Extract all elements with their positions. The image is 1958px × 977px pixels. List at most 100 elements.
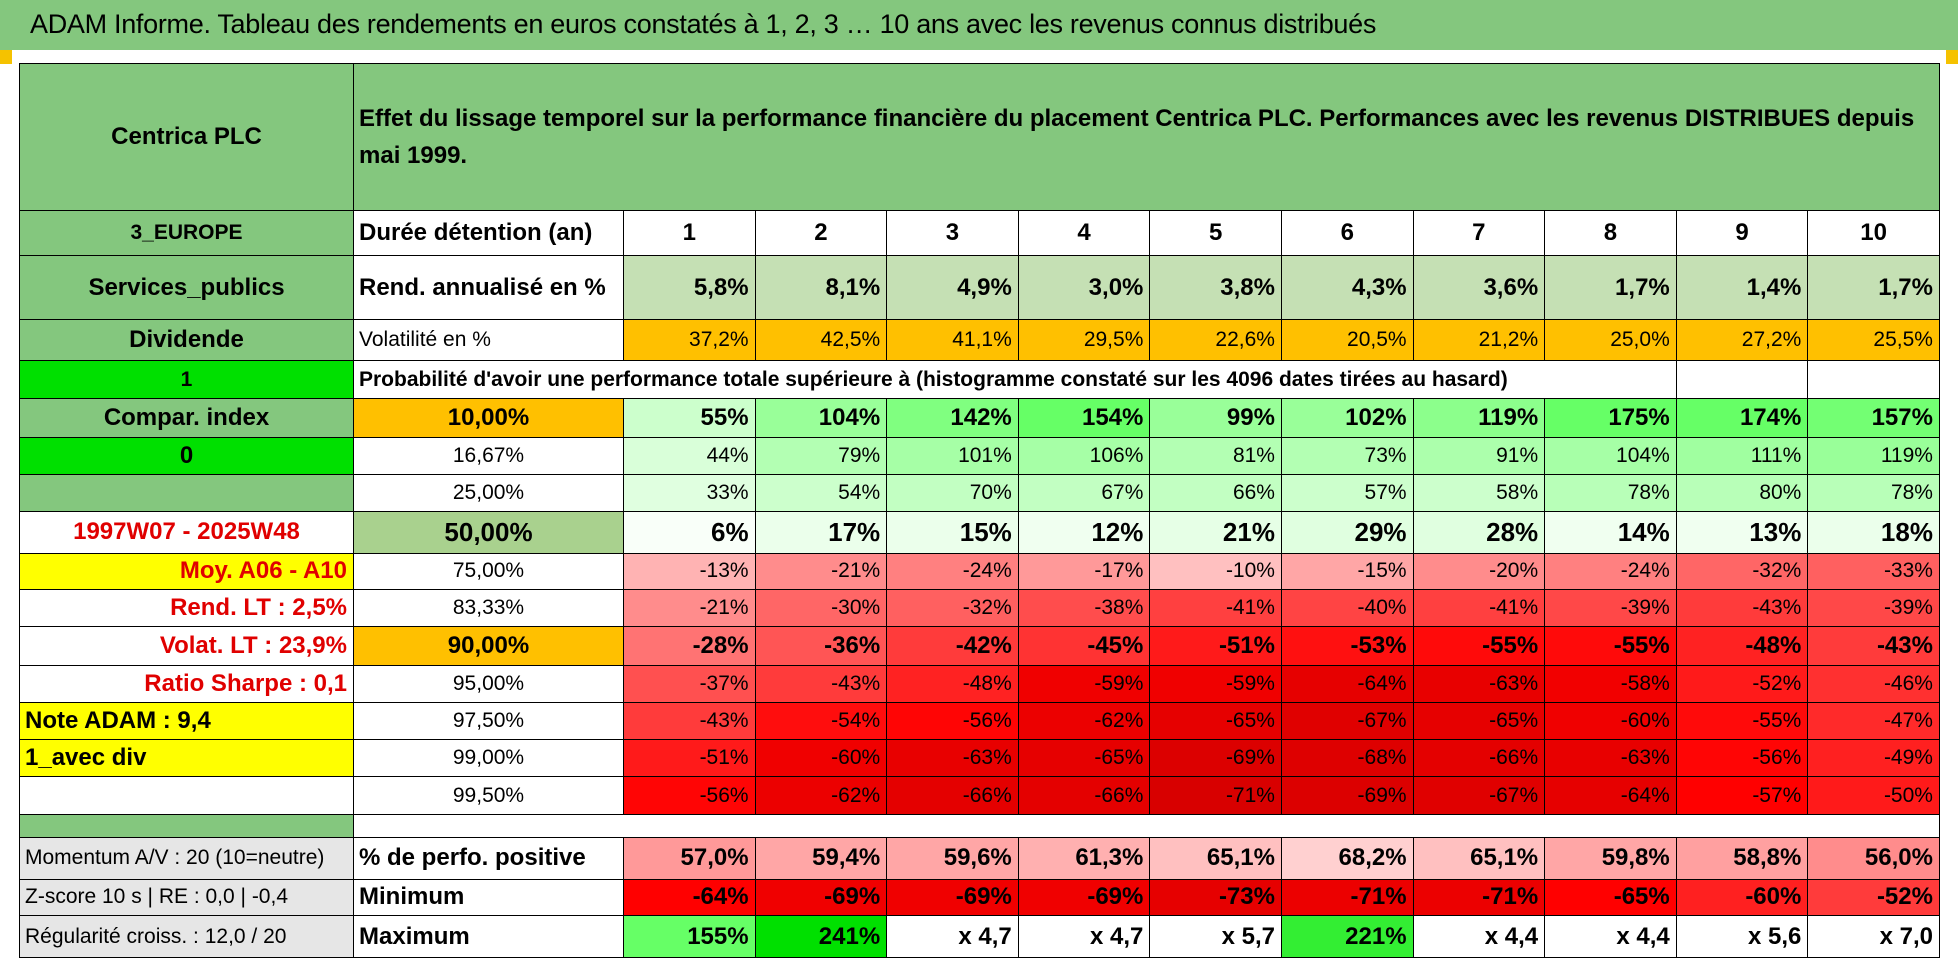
threshold-value: 97,50%	[353, 702, 624, 741]
year-header: 7	[1412, 210, 1546, 257]
quantile-value: 55%	[623, 398, 756, 439]
threshold-value: 50,00%	[353, 511, 624, 554]
threshold-value: 99,50%	[353, 776, 624, 816]
quantile-value: -45%	[1017, 626, 1151, 667]
threshold-value: 10,00%	[353, 398, 624, 439]
quantile-value: -64%	[1544, 776, 1677, 816]
maximum-value: x 4,7	[1017, 915, 1151, 958]
avec-div-label: 1_avec div	[19, 739, 354, 778]
quantile-value: 58%	[1412, 474, 1546, 513]
quantile-value: -46%	[1807, 665, 1940, 704]
positive-value: 58,8%	[1675, 837, 1809, 880]
quantile-value: 154%	[1017, 398, 1151, 439]
quantile-row: 1997W07 - 2025W48 50,00% 6% 17% 15% 12% 21% 29%…	[19, 511, 1940, 554]
quantile-value: -39%	[1544, 589, 1677, 628]
duration-label: Durée détention (an)	[353, 210, 624, 257]
header-row: Centrica PLC Effet du lissage temporel su…	[19, 62, 1940, 212]
quantile-value: 73%	[1280, 437, 1414, 476]
threshold-value: 95,00%	[353, 665, 624, 704]
volat-value: 42,5%	[754, 318, 888, 362]
quantile-value: 102%	[1280, 398, 1414, 439]
threshold-value: 75,00%	[353, 552, 624, 591]
compar-index-label: Compar. index	[19, 398, 354, 439]
quantile-value: -39%	[1807, 589, 1940, 628]
empty-cell	[19, 776, 354, 816]
quantile-value: 70%	[886, 474, 1019, 513]
year-header: 2	[754, 210, 888, 257]
quantile-value: 175%	[1544, 398, 1677, 439]
rend-value: 3,0%	[1017, 255, 1151, 320]
value-zero: 0	[19, 437, 354, 476]
quantile-value: -24%	[1544, 552, 1677, 591]
quantile-value: 15%	[886, 511, 1019, 554]
quantile-value: -64%	[1280, 665, 1414, 704]
quantile-value: -55%	[1412, 626, 1546, 667]
quantile-value: -60%	[1544, 702, 1677, 741]
quantile-value: -37%	[623, 665, 756, 704]
rend-value: 1,7%	[1807, 255, 1940, 320]
quantile-value: 119%	[1807, 437, 1940, 476]
quantile-value: -62%	[754, 776, 888, 816]
sector-label: Services_publics	[19, 255, 354, 320]
volat-value: 21,2%	[1412, 318, 1546, 362]
quantile-value: -13%	[623, 552, 756, 591]
quantile-row: Note ADAM : 9,4 97,50% -43% -54% -56% -62% -65…	[19, 702, 1940, 741]
maximum-value: x 7,0	[1807, 915, 1940, 958]
quantile-value: 119%	[1412, 398, 1546, 439]
positive-value: 61,3%	[1017, 837, 1151, 880]
quantile-value: 106%	[1017, 437, 1151, 476]
maximum-value: x 4,4	[1544, 915, 1677, 958]
year-header: 6	[1280, 210, 1414, 257]
minimum-value: -73%	[1149, 878, 1282, 917]
quantile-value: -66%	[886, 776, 1019, 816]
corner-marker-left	[0, 50, 12, 64]
rend-value: 8,1%	[754, 255, 888, 320]
positive-value: 59,6%	[886, 837, 1019, 880]
quantile-value: -57%	[1675, 776, 1809, 816]
quantile-value: 13%	[1675, 511, 1809, 554]
note-label: Note ADAM : 9,4	[19, 702, 354, 741]
title-bar: ADAM Informe. Tableau des rendements en …	[0, 0, 1958, 50]
header-description: Effet du lissage temporel sur la perform…	[353, 62, 1940, 212]
rend-value: 3,6%	[1412, 255, 1546, 320]
quantile-value: -63%	[1412, 665, 1546, 704]
quantile-value: -48%	[886, 665, 1019, 704]
maximum-value: x 4,7	[886, 915, 1019, 958]
quantile-value: -67%	[1412, 776, 1546, 816]
quantile-value: -51%	[623, 739, 756, 778]
volat-value: 25,0%	[1544, 318, 1677, 362]
quantile-value: -33%	[1807, 552, 1940, 591]
quantile-value: 66%	[1149, 474, 1282, 513]
spacer-cell	[353, 814, 1940, 839]
quantile-value: 111%	[1675, 437, 1809, 476]
maximum-value: 221%	[1280, 915, 1414, 958]
rend-label: Rend. annualisé en %	[353, 255, 624, 320]
threshold-value: 25,00%	[353, 474, 624, 513]
quantile-value: -28%	[623, 626, 756, 667]
quantile-value: -59%	[1017, 665, 1151, 704]
quantile-value: -24%	[886, 552, 1019, 591]
threshold-value: 16,67%	[353, 437, 624, 476]
sharpe-label: Ratio Sharpe : 0,1	[19, 665, 354, 704]
quantile-value: -32%	[1675, 552, 1809, 591]
maximum-value: x 5,6	[1675, 915, 1809, 958]
quantile-value: 99%	[1149, 398, 1282, 439]
rend-value: 1,7%	[1544, 255, 1677, 320]
quantile-value: -56%	[886, 702, 1019, 741]
quantile-row: Compar. index 10,00% 55% 104% 142% 154% 99% 102…	[19, 398, 1940, 439]
positive-value: 65,1%	[1412, 837, 1546, 880]
quantile-value: -43%	[1807, 626, 1940, 667]
spacer-cell	[19, 814, 354, 839]
rend-value: 1,4%	[1675, 255, 1809, 320]
quantile-value: -38%	[1017, 589, 1151, 628]
quantile-value: 44%	[623, 437, 756, 476]
maximum-value: 155%	[623, 915, 756, 958]
rend-value: 3,8%	[1149, 255, 1282, 320]
threshold-value: 83,33%	[353, 589, 624, 628]
quantile-value: -56%	[1675, 739, 1809, 778]
quantile-value: 104%	[754, 398, 888, 439]
year-header: 9	[1675, 210, 1809, 257]
corner-marker-right	[1946, 50, 1958, 64]
quantile-value: -30%	[754, 589, 888, 628]
quantile-value: -43%	[1675, 589, 1809, 628]
